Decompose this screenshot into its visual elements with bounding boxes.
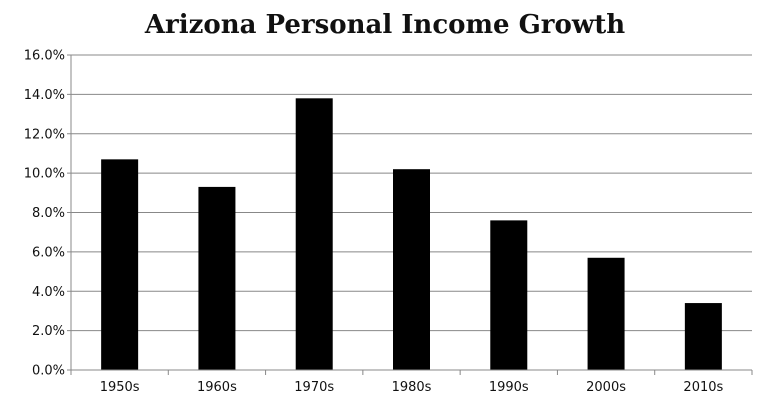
bar-1990s <box>490 220 528 370</box>
y-tick-label: 8.0% <box>32 206 65 221</box>
y-tick-label: 6.0% <box>32 245 65 260</box>
y-tick-label: 14.0% <box>24 88 65 103</box>
y-tick-label: 4.0% <box>32 285 65 300</box>
x-tick-label: 1970s <box>294 380 334 395</box>
y-tick-label: 12.0% <box>24 127 65 142</box>
x-tick-label: 1980s <box>392 380 432 395</box>
bar-1980s <box>393 169 430 370</box>
bar-1970s <box>295 98 333 370</box>
x-tick-label: 1990s <box>489 380 529 395</box>
y-tick-label: 10.0% <box>24 167 65 182</box>
x-tick-label: 2000s <box>586 380 626 395</box>
bar-2000s <box>587 257 625 370</box>
x-tick-label: 2010s <box>683 380 723 395</box>
bar-1960s <box>198 186 236 370</box>
chart-title: Arizona Personal Income Growth <box>144 10 625 40</box>
y-axis-ticks: 0.0% 2.0% 4.0% 6.0% 8.0% 10.0% 12.0% 14.0% 16.0% <box>24 49 71 379</box>
bar-2010s <box>684 303 722 370</box>
y-tick-label: 2.0% <box>32 324 65 339</box>
bars <box>101 98 722 370</box>
y-tick-label: 16.0% <box>24 49 65 64</box>
x-axis-ticks: 1950s 1960s 1970s 1980s 1990s 2000s 2010s <box>70 370 753 395</box>
bar-1950s <box>101 159 139 370</box>
x-tick-label: 1950s <box>100 380 140 395</box>
y-tick-label: 0.0% <box>32 364 65 379</box>
x-tick-label: 1960s <box>197 380 237 395</box>
